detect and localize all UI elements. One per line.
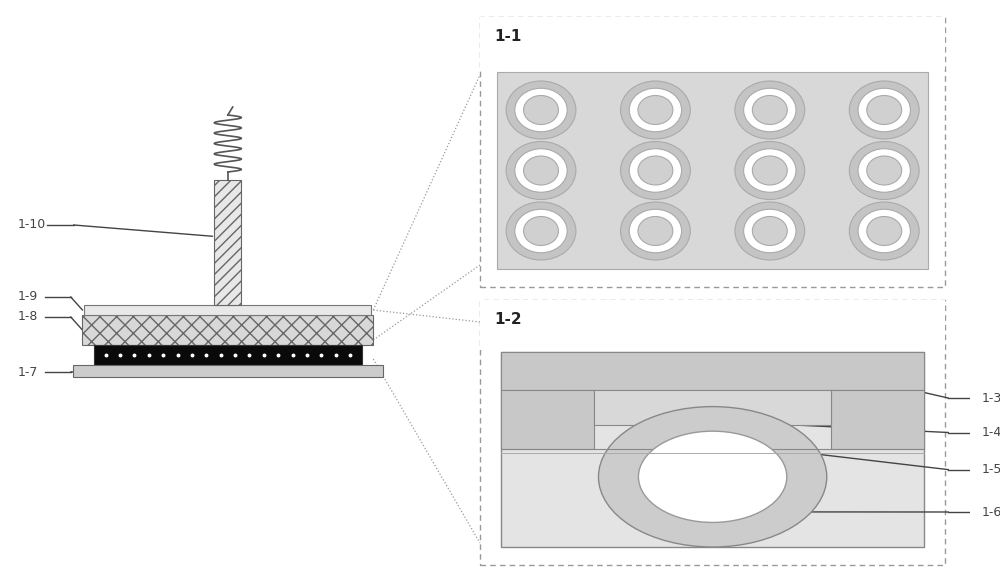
Ellipse shape: [858, 149, 910, 192]
Ellipse shape: [621, 202, 690, 260]
Ellipse shape: [744, 149, 796, 192]
Ellipse shape: [506, 202, 576, 260]
Ellipse shape: [752, 156, 787, 185]
Ellipse shape: [867, 156, 902, 185]
Ellipse shape: [752, 216, 787, 245]
Ellipse shape: [867, 96, 902, 125]
Bar: [480, 17, 945, 69]
Ellipse shape: [621, 141, 690, 200]
Ellipse shape: [849, 141, 919, 200]
Ellipse shape: [735, 202, 805, 260]
Ellipse shape: [598, 407, 827, 547]
Ellipse shape: [629, 88, 682, 132]
Text: 1-1: 1-1: [494, 29, 522, 44]
Ellipse shape: [858, 88, 910, 132]
Text: 1-6: 1-6: [982, 505, 1000, 519]
Ellipse shape: [621, 81, 690, 139]
Ellipse shape: [735, 81, 805, 139]
Bar: [214, 180, 241, 305]
Ellipse shape: [629, 149, 682, 192]
Ellipse shape: [638, 156, 673, 185]
Text: 1-7: 1-7: [17, 365, 38, 379]
Ellipse shape: [744, 88, 796, 132]
Bar: [480, 300, 945, 565]
Text: 1-4: 1-4: [982, 426, 1000, 439]
Bar: [497, 72, 928, 269]
Ellipse shape: [849, 81, 919, 139]
Ellipse shape: [867, 216, 902, 245]
Bar: [84, 305, 371, 315]
Bar: [82, 315, 373, 345]
Ellipse shape: [506, 81, 576, 139]
Ellipse shape: [735, 141, 805, 200]
Text: 1-5: 1-5: [982, 463, 1000, 476]
Bar: [480, 17, 945, 287]
Ellipse shape: [506, 141, 576, 200]
Ellipse shape: [524, 156, 558, 185]
Ellipse shape: [752, 96, 787, 125]
Ellipse shape: [638, 431, 787, 522]
Bar: [94, 345, 362, 365]
Ellipse shape: [524, 96, 558, 125]
Ellipse shape: [744, 209, 796, 253]
Ellipse shape: [638, 96, 673, 125]
Bar: [501, 352, 924, 390]
Ellipse shape: [524, 216, 558, 245]
Text: 1-10: 1-10: [17, 219, 46, 231]
Text: 1-9: 1-9: [17, 290, 38, 304]
Bar: [501, 352, 924, 547]
Ellipse shape: [638, 216, 673, 245]
Ellipse shape: [515, 149, 567, 192]
Bar: [594, 390, 831, 425]
Ellipse shape: [858, 209, 910, 253]
Bar: [73, 365, 383, 377]
Ellipse shape: [515, 209, 567, 253]
Ellipse shape: [849, 202, 919, 260]
Bar: [501, 390, 594, 448]
Bar: [480, 300, 945, 350]
Ellipse shape: [629, 209, 682, 253]
Text: 1-8: 1-8: [17, 310, 38, 324]
Text: 1-2: 1-2: [494, 312, 522, 327]
Ellipse shape: [515, 88, 567, 132]
Bar: [831, 390, 924, 448]
Text: 1-3: 1-3: [982, 392, 1000, 404]
